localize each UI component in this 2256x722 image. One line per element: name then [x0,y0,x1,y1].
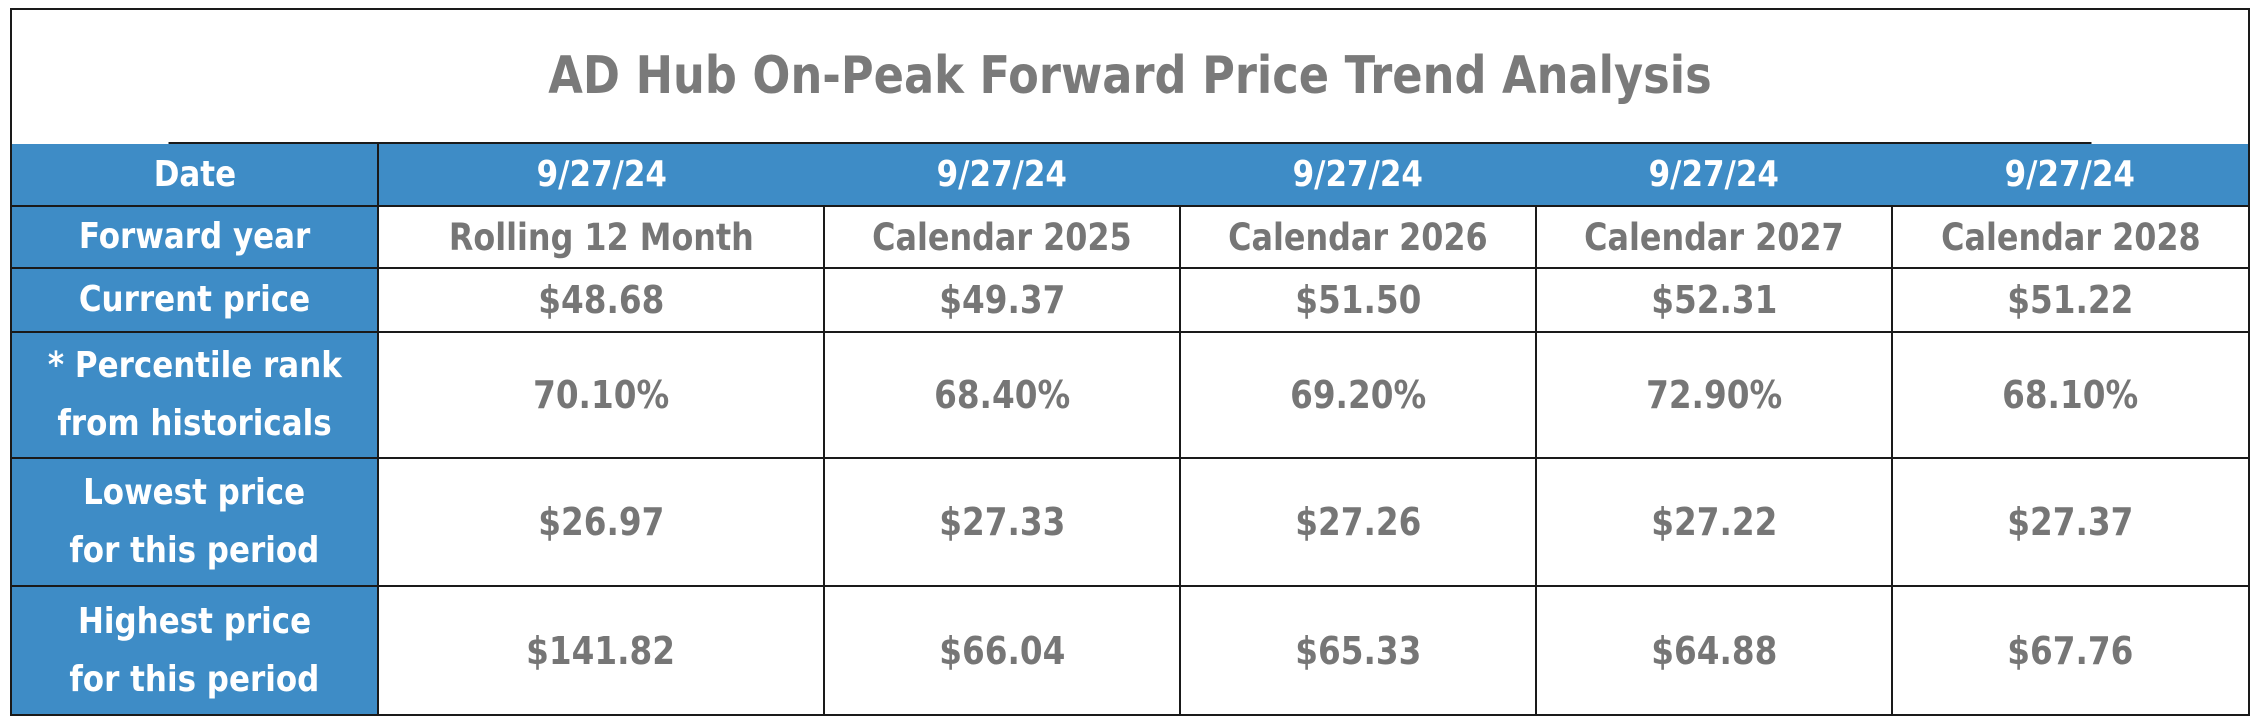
current-price-cell: $51.50 [1179,267,1537,333]
current-price-cell: $52.31 [1535,267,1893,333]
current-price-cell: $51.22 [1891,267,2248,333]
date-cell: 9/27/24 [824,144,1180,207]
forward-year-row: Forward year Rolling 12 Month Calendar 2… [12,205,2248,269]
date-row: Date 9/27/24 9/27/24 9/27/24 9/27/24 9/2… [12,144,2248,207]
lowest-price-cell: $27.22 [1535,457,1893,587]
price-trend-table-frame: AD Hub On-Peak Forward Price Trend Analy… [10,8,2250,716]
current-price-cell: $48.68 [377,267,825,333]
percentile-rank-label: * Percentile rank from historicals [12,331,379,459]
current-price-label: Current price [12,267,379,333]
date-cell: 9/27/24 [378,144,824,207]
date-cell: 9/27/24 [1536,144,1892,207]
percentile-rank-cell: 68.10% [1891,331,2248,459]
highest-price-cell: $66.04 [823,585,1181,714]
date-cell: 9/27/24 [1892,144,2248,207]
highest-price-label: Highest price for this period [12,585,379,714]
lowest-price-label: Lowest price for this period [12,457,379,587]
lowest-price-row: Lowest price for this period $26.97 $27.… [12,457,2248,587]
highest-price-cell: $64.88 [1535,585,1893,714]
percentile-rank-cell: 70.10% [377,331,825,459]
highest-price-cell: $67.76 [1891,585,2248,714]
percentile-rank-cell: 69.20% [1179,331,1537,459]
current-price-cell: $49.37 [823,267,1181,333]
highest-price-cell: $141.82 [377,585,825,714]
forward-year-cell: Calendar 2025 [823,205,1181,269]
current-price-row: Current price $48.68 $49.37 $51.50 $52.3… [12,267,2248,333]
forward-year-label: Forward year [12,205,379,269]
forward-year-cell: Rolling 12 Month [377,205,825,269]
forward-year-cell: Calendar 2027 [1535,205,1893,269]
price-trend-table: Date 9/27/24 9/27/24 9/27/24 9/27/24 9/2… [12,144,2248,714]
lowest-price-cell: $27.37 [1891,457,2248,587]
date-cell: 9/27/24 [1180,144,1536,207]
lowest-price-cell: $26.97 [377,457,825,587]
table-title: AD Hub On-Peak Forward Price Trend Analy… [168,10,2092,144]
percentile-rank-row: * Percentile rank from historicals 70.10… [12,331,2248,459]
lowest-price-cell: $27.26 [1179,457,1537,587]
forward-year-cell: Calendar 2028 [1891,205,2248,269]
highest-price-cell: $65.33 [1179,585,1537,714]
percentile-rank-cell: 72.90% [1535,331,1893,459]
lowest-price-cell: $27.33 [823,457,1181,587]
date-label: Date [12,144,379,207]
highest-price-row: Highest price for this period $141.82 $6… [12,585,2248,714]
forward-year-cell: Calendar 2026 [1179,205,1537,269]
percentile-rank-cell: 68.40% [823,331,1181,459]
